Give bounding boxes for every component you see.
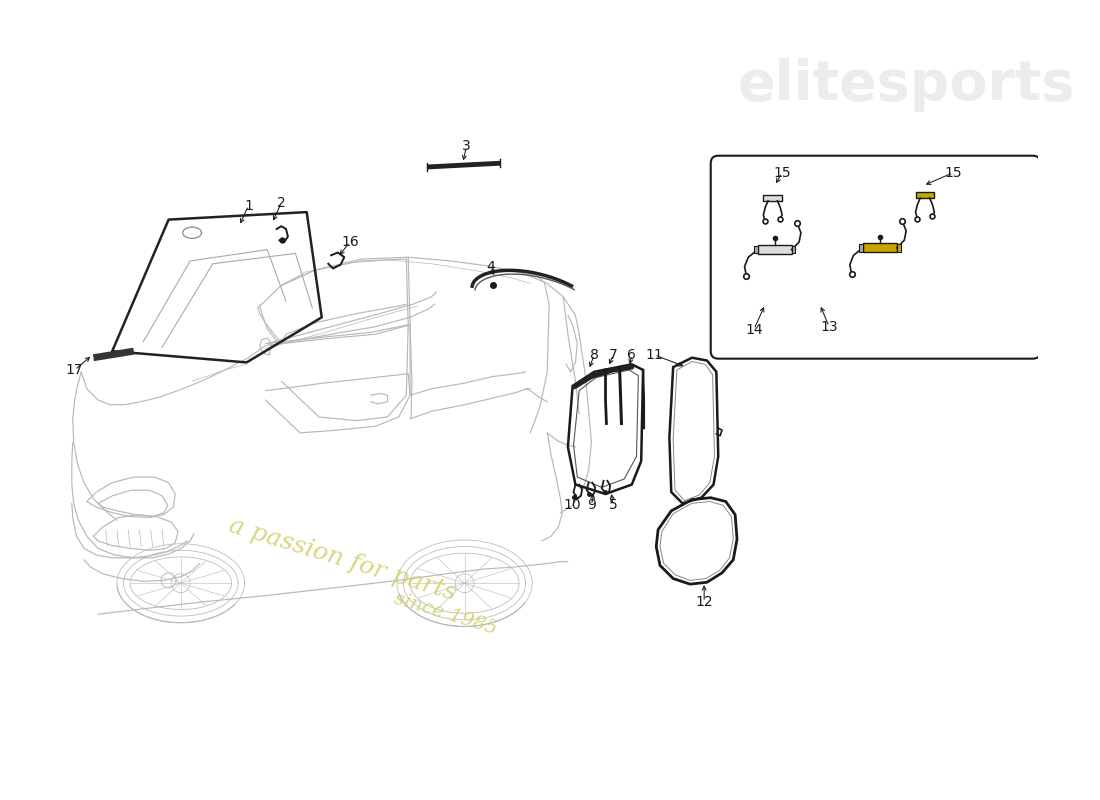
Text: 2: 2: [277, 196, 286, 210]
Text: 6: 6: [627, 348, 636, 362]
Text: 17: 17: [66, 363, 84, 377]
Text: 9: 9: [587, 498, 596, 512]
Text: 3: 3: [462, 139, 471, 154]
Polygon shape: [758, 245, 792, 254]
Text: 14: 14: [745, 322, 762, 337]
Text: since 1985: since 1985: [392, 590, 499, 638]
Polygon shape: [915, 192, 934, 198]
Text: 4: 4: [486, 259, 495, 274]
Text: 12: 12: [695, 595, 713, 609]
Text: 15: 15: [944, 166, 961, 180]
Polygon shape: [896, 244, 901, 251]
Polygon shape: [763, 195, 782, 201]
Text: a passion for parts: a passion for parts: [226, 514, 459, 606]
Text: 11: 11: [646, 348, 663, 362]
Polygon shape: [792, 246, 795, 254]
Text: elitesports: elitesports: [737, 58, 1075, 112]
FancyBboxPatch shape: [711, 156, 1041, 358]
Text: 8: 8: [590, 348, 598, 362]
Text: 15: 15: [773, 166, 791, 180]
Polygon shape: [862, 243, 896, 253]
Text: 7: 7: [608, 348, 617, 362]
Text: 1: 1: [244, 198, 253, 213]
Text: 10: 10: [564, 498, 582, 512]
Polygon shape: [859, 244, 862, 251]
Text: 5: 5: [608, 498, 617, 512]
Text: 16: 16: [341, 235, 359, 249]
Text: 13: 13: [821, 320, 838, 334]
Polygon shape: [754, 246, 758, 254]
